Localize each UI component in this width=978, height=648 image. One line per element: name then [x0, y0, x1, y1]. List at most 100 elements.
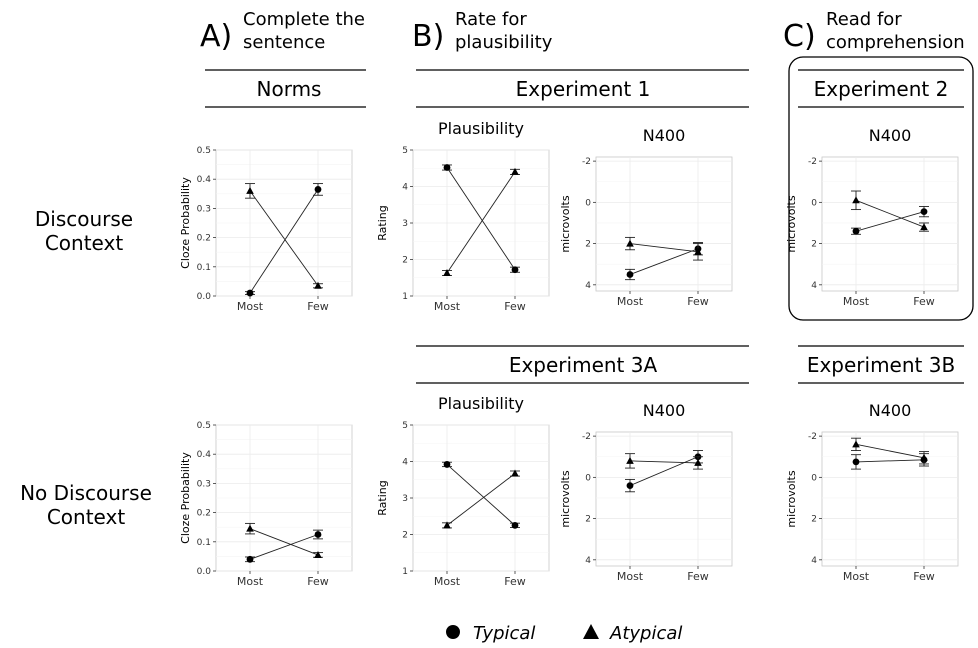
x-tick-label: Most — [617, 570, 644, 583]
y-tick-label: -2 — [808, 432, 817, 442]
section-letter: A) — [200, 19, 232, 54]
x-tick-label: Most — [617, 295, 644, 308]
y-tick-label: 0 — [585, 198, 591, 208]
panel-background — [595, 156, 733, 292]
y-tick-label: 3 — [402, 219, 408, 229]
y-tick-label: 0.2 — [197, 234, 211, 244]
series-atypical — [851, 437, 929, 465]
y-tick-label: 0.2 — [197, 509, 211, 519]
series-atypical — [625, 453, 703, 470]
strip-label: Experiment 3A — [509, 353, 658, 377]
point-atypical — [443, 521, 451, 529]
y-axis-label: microvolts — [559, 470, 572, 527]
y-axis-label: microvolts — [785, 195, 798, 252]
point-typical — [511, 266, 519, 274]
series-line — [855, 199, 925, 228]
point-typical — [511, 521, 519, 529]
point-typical — [443, 164, 451, 171]
point-atypical — [852, 196, 860, 204]
point-atypical — [852, 440, 860, 448]
y-tick-label: 4 — [402, 183, 408, 193]
series-line — [446, 171, 516, 274]
series-line — [855, 211, 925, 232]
chart-panel-exp3a-plausibility: 1 2 3 4 5 Most Few Rating Plausibility — [376, 394, 550, 588]
strip-label: Experiment 3B — [807, 353, 955, 377]
x-tick-label: Most — [237, 575, 264, 588]
series-typical — [245, 529, 323, 563]
y-tick-label: 0 — [811, 198, 817, 208]
series-typical — [442, 461, 520, 529]
point-typical — [852, 227, 860, 235]
panel-title: Plausibility — [438, 119, 524, 138]
y-axis-label: Rating — [376, 205, 389, 240]
y-tick-label: 5 — [402, 421, 408, 431]
section-title-line2: comprehension — [826, 32, 965, 53]
strip-experiment-3a: Experiment 3A — [416, 345, 749, 384]
point-atypical — [511, 469, 519, 477]
y-tick-label: 4 — [585, 281, 591, 291]
point-typical — [626, 482, 634, 489]
x-tick-label: Few — [307, 300, 329, 313]
strip-experiment-1: Experiment 1 — [416, 69, 749, 108]
section-title-line1: Complete the — [243, 9, 365, 30]
y-tick-label: 1 — [402, 567, 408, 577]
point-typical — [852, 458, 860, 466]
panel-background — [595, 431, 733, 567]
y-axis-label: microvolts — [785, 470, 798, 527]
x-tick-label: Few — [687, 570, 709, 583]
y-tick-label: 0 — [811, 473, 817, 483]
y-axis-label: microvolts — [559, 195, 572, 252]
row-label-line1: No Discourse — [20, 481, 152, 505]
series-atypical — [442, 167, 520, 277]
section-title-line2: plausibility — [455, 32, 553, 53]
chart-panel-exp3a-n400: -2 0 2 4 Most Few microvolts N400 — [559, 401, 733, 583]
series-line — [249, 189, 319, 294]
x-tick-label: Most — [237, 300, 264, 313]
experiment-2-frame — [788, 56, 974, 321]
strip-label: Experiment 1 — [516, 77, 651, 101]
series-typical — [245, 183, 323, 297]
chart-panel-norms-nodiscourse: 0.0 0.1 0.2 0.3 0.4 0.5 Most Few Cloze Probabili… — [179, 421, 353, 588]
strip-label: Experiment 2 — [814, 77, 949, 101]
row-label-line2: Context — [47, 505, 126, 529]
strip-norms: Norms — [205, 69, 366, 108]
legend: Typical Atypical — [446, 623, 682, 644]
y-tick-label: 2 — [585, 240, 591, 250]
y-tick-label: 2 — [811, 240, 817, 250]
row-label-line1: Discourse — [35, 207, 133, 231]
panel-background — [821, 431, 959, 567]
section-title-line2: sentence — [243, 32, 325, 53]
strip-label: Norms — [257, 77, 322, 101]
chart-panel-exp2-n400: -2 0 2 4 Most Few microvolts N400 — [785, 126, 959, 308]
row-label-line2: Context — [45, 231, 124, 255]
y-tick-label: 0.0 — [197, 292, 212, 302]
y-tick-label: 0.5 — [197, 146, 211, 156]
chart-panel-exp1-n400: -2 0 2 4 Most Few microvolts N400 — [559, 126, 733, 308]
panel-title: N400 — [869, 126, 912, 145]
x-tick-label: Few — [504, 300, 526, 313]
point-atypical — [511, 167, 519, 175]
point-atypical — [694, 458, 702, 466]
point-typical — [314, 186, 322, 193]
point-atypical — [920, 223, 928, 231]
section-b-header: B) Rate for plausibility — [412, 9, 553, 54]
series-typical — [442, 164, 520, 274]
strip-experiment-2: Experiment 2 — [798, 69, 964, 108]
panel-background — [821, 156, 959, 292]
series-line — [629, 243, 699, 253]
x-tick-label: Most — [434, 300, 461, 313]
y-tick-label: 0.4 — [197, 450, 212, 460]
y-tick-label: 4 — [811, 556, 817, 566]
y-axis-label: Cloze Probability — [179, 452, 192, 544]
strip-experiment-3b: Experiment 3B — [798, 345, 964, 384]
y-tick-label: 4 — [585, 556, 591, 566]
point-atypical — [443, 269, 451, 277]
row-label-no-discourse: No Discourse Context — [20, 481, 152, 529]
x-tick-label: Few — [504, 575, 526, 588]
series-atypical — [442, 469, 520, 529]
point-atypical — [920, 453, 928, 461]
legend-atypical-label: Atypical — [609, 623, 682, 644]
y-tick-label: 3 — [402, 494, 408, 504]
section-letter: C) — [783, 19, 816, 54]
